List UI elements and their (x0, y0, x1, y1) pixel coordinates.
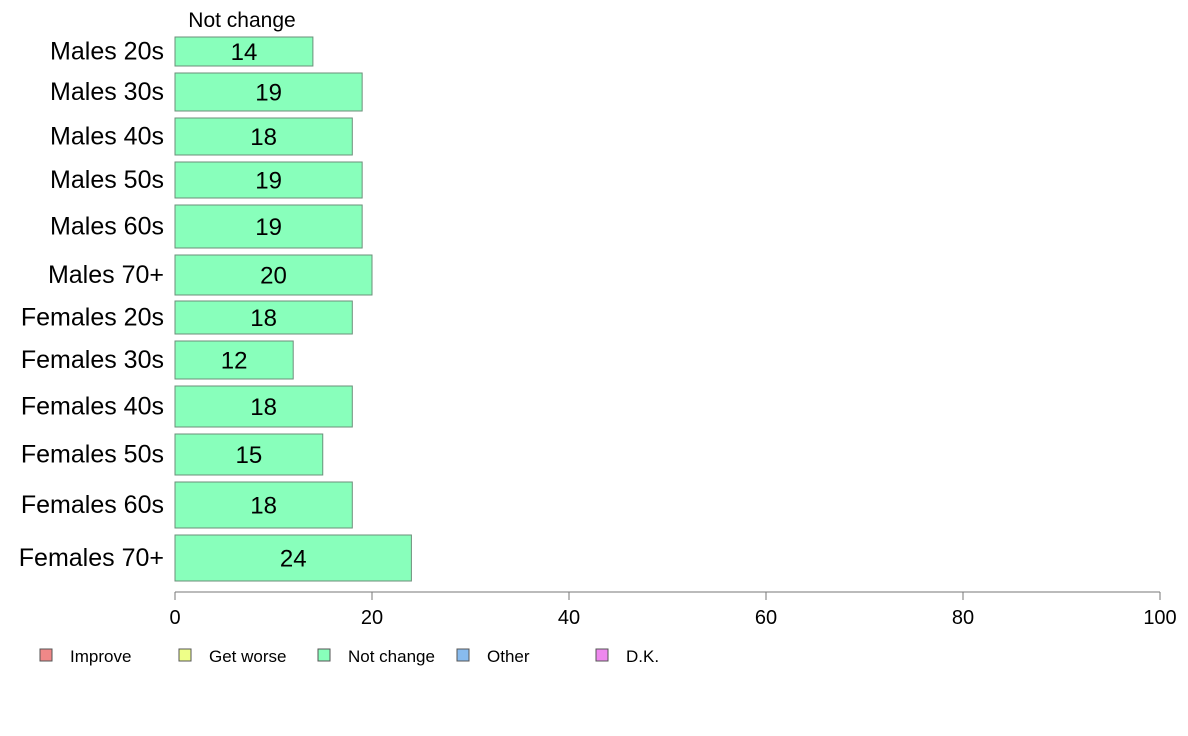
legend-label: D.K. (626, 647, 659, 666)
bar (174, 433, 324, 476)
category-label: Males 20s (50, 38, 164, 66)
data-label: 24 (280, 546, 307, 573)
bar (174, 340, 294, 380)
data-label: 18 (250, 305, 277, 332)
category-label: Females 50s (21, 441, 164, 469)
legend: Improve Get worse Not change Other D.K. (39, 647, 659, 666)
category-label: Males 70+ (48, 261, 164, 289)
category-label: Females 40s (21, 393, 164, 421)
bar (174, 481, 353, 529)
legend-label: Improve (70, 647, 131, 666)
data-label: 18 (250, 394, 277, 421)
x-tick-label: 60 (755, 607, 777, 629)
data-label: 19 (255, 168, 282, 195)
bar (174, 385, 353, 428)
bar (174, 254, 373, 296)
data-label: 19 (255, 80, 282, 107)
data-label: 19 (255, 214, 282, 241)
legend-swatch (317, 648, 331, 662)
bar (174, 534, 412, 582)
legend-label: Get worse (209, 647, 286, 666)
legend-label: Not change (348, 647, 435, 666)
x-tick-label: 20 (361, 607, 383, 629)
bar (174, 117, 353, 156)
bars-group: Males 20s 14 Males 30s 19 Males 40s 18 Males 5… (19, 36, 412, 582)
data-label: 20 (260, 263, 287, 290)
x-tick-label: 0 (169, 607, 180, 629)
bar (174, 72, 363, 112)
category-label: Males 30s (50, 78, 164, 106)
legend-swatch (595, 648, 609, 662)
data-label: 15 (236, 442, 263, 469)
data-label: 14 (231, 39, 258, 66)
x-tick-label: 100 (1143, 607, 1176, 629)
legend-swatch (456, 648, 470, 662)
category-label: Females 60s (21, 491, 164, 519)
category-label: Females 70+ (19, 544, 164, 572)
data-label: 18 (250, 124, 277, 151)
category-label: Males 50s (50, 166, 164, 194)
category-label: Females 30s (21, 346, 164, 374)
category-label: Males 40s (50, 123, 164, 151)
series-title: Not change (188, 9, 295, 32)
bar (174, 300, 353, 335)
legend-swatch (39, 648, 53, 662)
bar (174, 204, 363, 249)
category-label: Males 60s (50, 213, 164, 241)
category-label: Females 20s (21, 304, 164, 332)
x-tick-label: 40 (558, 607, 580, 629)
data-label: 18 (250, 493, 277, 520)
legend-label: Other (487, 647, 530, 666)
bar (174, 36, 314, 67)
legend-swatch (178, 648, 192, 662)
bar (174, 161, 363, 199)
x-axis: 0 20 40 60 80 100 (169, 591, 1177, 629)
data-label: 12 (221, 348, 248, 375)
x-tick-label: 80 (952, 607, 974, 629)
